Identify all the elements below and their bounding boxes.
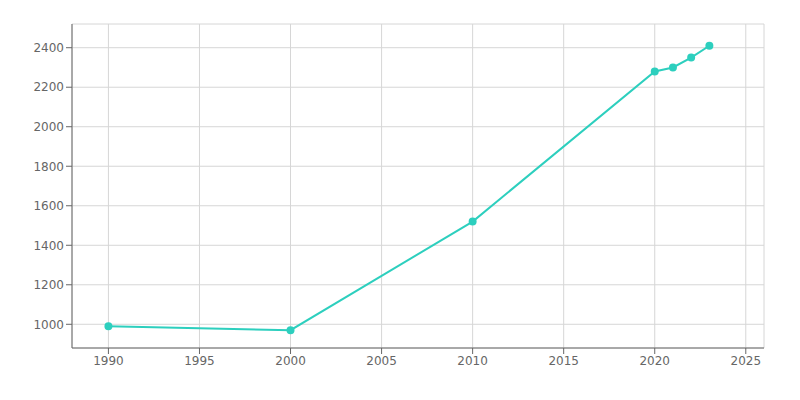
svg-text:2200: 2200 bbox=[33, 80, 64, 94]
svg-text:1800: 1800 bbox=[33, 160, 64, 174]
svg-text:2025: 2025 bbox=[731, 354, 762, 368]
svg-text:1600: 1600 bbox=[33, 199, 64, 213]
svg-text:2000: 2000 bbox=[275, 354, 306, 368]
svg-text:2005: 2005 bbox=[366, 354, 397, 368]
svg-text:1400: 1400 bbox=[33, 239, 64, 253]
svg-text:1990: 1990 bbox=[93, 354, 124, 368]
svg-text:1000: 1000 bbox=[33, 318, 64, 332]
svg-text:2015: 2015 bbox=[548, 354, 579, 368]
svg-text:2400: 2400 bbox=[33, 41, 64, 55]
svg-text:2020: 2020 bbox=[639, 354, 670, 368]
svg-text:1200: 1200 bbox=[33, 278, 64, 292]
svg-text:1995: 1995 bbox=[184, 354, 215, 368]
svg-text:2010: 2010 bbox=[457, 354, 488, 368]
svg-text:2000: 2000 bbox=[33, 120, 64, 134]
